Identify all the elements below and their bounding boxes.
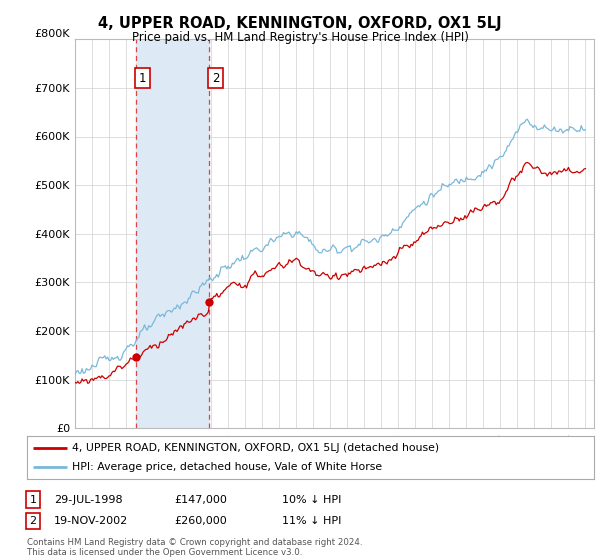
Text: 29-JUL-1998: 29-JUL-1998	[54, 494, 122, 505]
Text: 10% ↓ HPI: 10% ↓ HPI	[282, 494, 341, 505]
Text: 2: 2	[29, 516, 37, 526]
Text: Price paid vs. HM Land Registry's House Price Index (HPI): Price paid vs. HM Land Registry's House …	[131, 31, 469, 44]
Bar	[136, 39, 209, 428]
Text: £800K: £800K	[34, 29, 70, 39]
Text: 1: 1	[139, 72, 146, 85]
Text: Contains HM Land Registry data © Crown copyright and database right 2024.
This d: Contains HM Land Registry data © Crown c…	[27, 538, 362, 557]
Text: 1: 1	[29, 494, 37, 505]
Text: £147,000: £147,000	[174, 494, 227, 505]
Text: 4, UPPER ROAD, KENNINGTON, OXFORD, OX1 5LJ: 4, UPPER ROAD, KENNINGTON, OXFORD, OX1 5…	[98, 16, 502, 31]
Text: 19-NOV-2002: 19-NOV-2002	[54, 516, 128, 526]
Text: 2: 2	[212, 72, 220, 85]
Text: 11% ↓ HPI: 11% ↓ HPI	[282, 516, 341, 526]
Text: £260,000: £260,000	[174, 516, 227, 526]
Text: 4, UPPER ROAD, KENNINGTON, OXFORD, OX1 5LJ (detached house): 4, UPPER ROAD, KENNINGTON, OXFORD, OX1 5…	[73, 443, 439, 452]
Text: HPI: Average price, detached house, Vale of White Horse: HPI: Average price, detached house, Vale…	[73, 463, 382, 472]
